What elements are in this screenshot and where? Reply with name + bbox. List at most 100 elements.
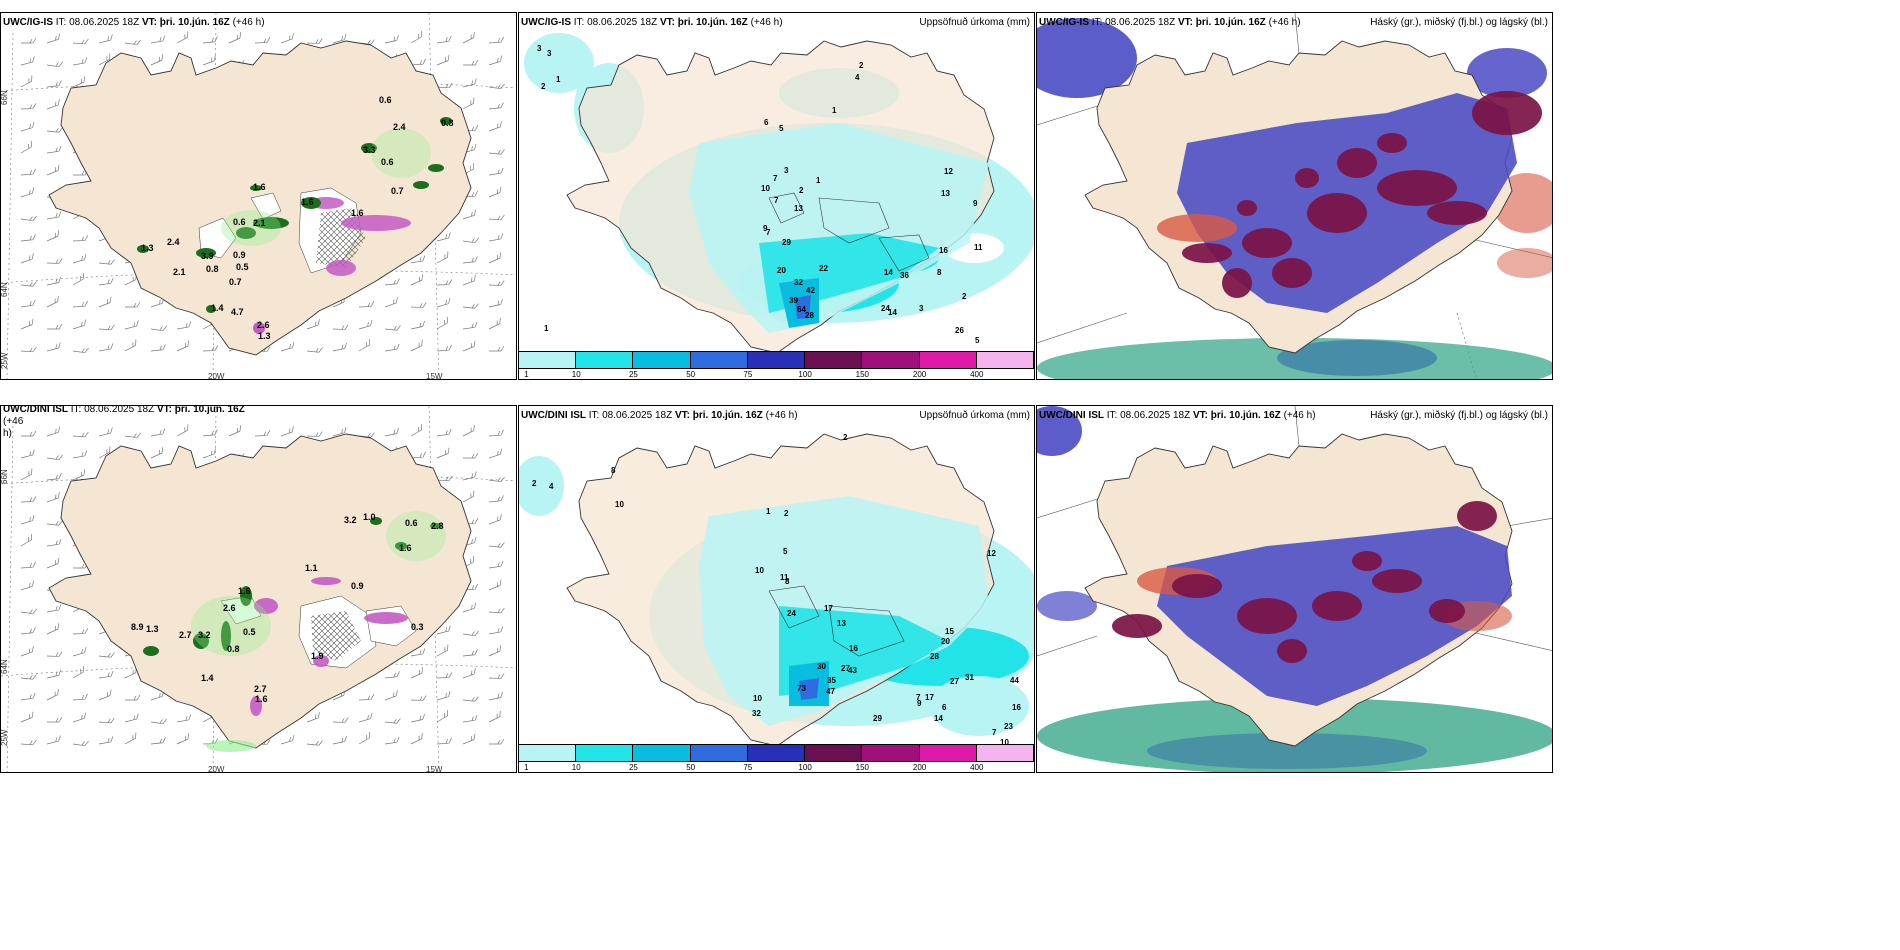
colorbar-swatch <box>976 352 1034 368</box>
value-label: 2.6 <box>223 603 236 613</box>
lon-label-20: 20W <box>208 765 225 773</box>
wind-map: 3.2 1.00.6 2.81.61.10.98.9 1.32.7 3.21.62.60… <box>1 406 516 773</box>
value-label: 0.3 <box>411 622 424 632</box>
wind-barb <box>20 281 37 287</box>
value-label: 22 <box>819 264 828 273</box>
value-label: 6 <box>764 118 769 127</box>
vt-value: þri. 10.jún. 16Z <box>677 17 748 28</box>
wind-barb <box>384 325 401 331</box>
wind-barb <box>46 276 61 286</box>
colorbar-swatch <box>633 352 691 368</box>
wind-barb <box>332 324 349 330</box>
lead-time: (+46 h) <box>1283 410 1316 421</box>
value-label: 0.8 <box>227 644 240 654</box>
value-label: 10 <box>615 500 624 509</box>
wind-barb <box>20 75 33 88</box>
value-label: 5 <box>783 547 788 556</box>
wind-barb <box>436 317 448 330</box>
value-label: 2.4 <box>167 237 180 247</box>
panel-clouds-ig-is: UWC/IG-IS IT: 08.06.2025 18Z VT: þri. 10… <box>1036 12 1553 380</box>
value-label: 7 <box>992 728 997 737</box>
wind-barb <box>20 253 34 264</box>
wind-barb <box>98 717 115 724</box>
value-label: 16 <box>1012 703 1021 712</box>
wind-barb <box>46 669 61 679</box>
value-label: 0.8 <box>206 264 219 274</box>
value-label: 27 <box>841 664 850 673</box>
value-label: 5 <box>975 336 980 345</box>
value-label: 20 <box>941 637 950 646</box>
panel-clouds-dini: UWC/DINI ISL IT: 08.06.2025 18Z VT: þri.… <box>1036 405 1553 773</box>
value-label: 44 <box>1010 676 1019 685</box>
wind-barb <box>20 496 37 503</box>
colorbar-swatch <box>519 352 577 368</box>
value-label: 14 <box>888 308 897 317</box>
wind-barb <box>20 580 35 591</box>
wind-barb <box>98 296 112 308</box>
wind-barb <box>436 672 453 679</box>
wind-barb <box>72 76 86 88</box>
wind-barb <box>488 429 504 437</box>
wind-barb <box>462 733 476 745</box>
lon-label-15: 15W <box>426 765 443 773</box>
it-label: IT: <box>1106 410 1118 421</box>
value-label: 42 <box>806 286 815 295</box>
value-label: 0.7 <box>229 277 242 287</box>
wind-barb <box>176 31 189 44</box>
wind-barb <box>98 652 115 658</box>
wind-barb <box>124 713 139 723</box>
wind-barb <box>72 300 88 308</box>
wind-barb <box>306 431 323 437</box>
wind-barb <box>488 233 504 242</box>
wind-barb <box>488 83 505 90</box>
value-label: 9 <box>917 699 922 708</box>
wind-map: 0.6 2.4 0.8 3.3 0.6 0.7 1.6 1.6 1.6 2.1 0.6 3.9 1.3 0… <box>1 13 516 379</box>
vt-value: þri. 10.jún. 16Z <box>174 405 245 415</box>
vt-label: VT: <box>156 405 172 415</box>
wind-barb <box>20 215 37 222</box>
wind-barb <box>488 607 505 614</box>
wind-barb <box>488 186 502 198</box>
value-label: 17 <box>925 693 934 702</box>
value-label: 1.3 <box>258 331 271 341</box>
value-label: 28 <box>930 652 939 661</box>
colorbar-tick-label: 75 <box>743 370 753 379</box>
wind-barb <box>462 490 475 503</box>
wind-barb <box>20 318 34 330</box>
wind-barb <box>488 579 502 591</box>
panel-variable-title: Uppsöfnuð úrkoma (mm) <box>919 410 1030 421</box>
value-label: 9 <box>763 224 768 233</box>
panel-precip-dini: UWC/DINI ISL IT: 08.06.2025 18Z VT: þri.… <box>518 405 1035 773</box>
colorbar-swatch <box>633 745 691 761</box>
value-label: 10 <box>1000 738 1009 746</box>
value-label: 29 <box>782 238 791 247</box>
colorbar-tick-label: 25 <box>628 370 638 379</box>
wind-barb <box>47 716 63 723</box>
wind-barb <box>72 712 87 723</box>
it-label: IT: <box>588 410 600 421</box>
wind-barb <box>20 468 33 481</box>
wind-barb <box>46 520 63 526</box>
panel-variable-title: Háský (gr.), miðský (fj.bl.) og lágský (… <box>1370 17 1548 28</box>
wind-barb <box>124 732 137 745</box>
wind-barb <box>46 145 62 154</box>
wind-barb <box>150 54 164 66</box>
value-label: 2 <box>784 509 789 518</box>
panel-title: UWC/DINI ISL IT: 08.06.2025 18Z VT: þri.… <box>521 410 798 421</box>
value-label: 3.3 <box>363 145 376 155</box>
wind-barb <box>124 320 139 330</box>
value-label: 3 <box>547 49 552 58</box>
lat-label-64: 64N <box>1 659 9 674</box>
wind-barb <box>98 277 114 286</box>
wind-barb <box>98 343 114 352</box>
wind-barb <box>410 667 424 679</box>
value-label: 23 <box>1004 722 1013 731</box>
wind-barb <box>462 714 478 723</box>
wind-barb <box>410 695 427 701</box>
value-label: 7 <box>916 693 921 702</box>
wind-barb <box>462 630 479 637</box>
wind-barb <box>306 740 323 746</box>
wind-barb <box>488 280 505 286</box>
it-value: 08.06.2025 18Z <box>1120 410 1191 421</box>
